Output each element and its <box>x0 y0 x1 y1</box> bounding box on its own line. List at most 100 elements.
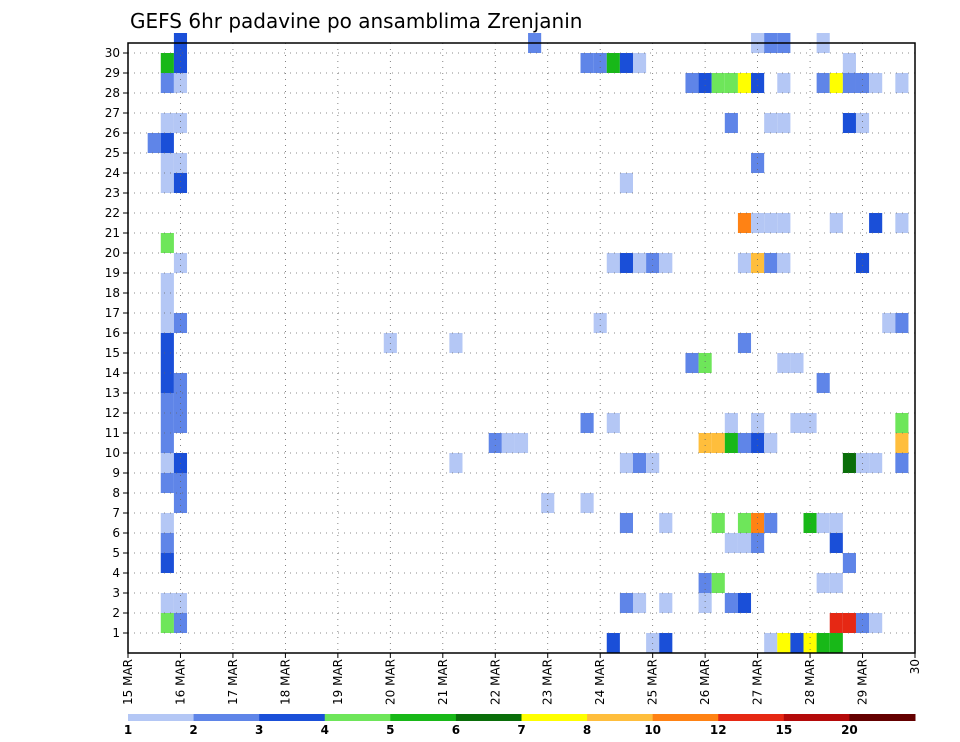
x-tick-label: 25 MAR <box>646 659 660 705</box>
heatmap-cell <box>147 133 161 153</box>
heatmap-cell <box>829 73 843 93</box>
heatmap-cell <box>659 633 673 653</box>
heatmap-cell <box>160 533 174 553</box>
heatmap-cell <box>816 373 830 393</box>
colorbar-label: 8 <box>583 723 591 737</box>
heatmap-cell <box>160 553 174 573</box>
x-tick-label: 15 MAR <box>121 659 135 705</box>
x-tick-label: 24 MAR <box>593 659 607 705</box>
heatmap-cell <box>764 113 778 133</box>
heatmap-cell <box>160 233 174 253</box>
heatmap-cell <box>777 213 791 233</box>
colorbar-swatch <box>259 714 326 721</box>
y-axis-ticks: 1234567891011121314151617181920212223242… <box>105 46 128 640</box>
x-tick-label: 21 MAR <box>436 659 450 705</box>
heatmap-cell <box>711 433 725 453</box>
colorbar-swatch <box>193 714 260 721</box>
heatmap-cell <box>173 113 188 133</box>
y-tick-label: 11 <box>105 426 120 440</box>
y-tick-label: 10 <box>105 446 120 460</box>
heatmap-cell <box>619 513 633 533</box>
y-tick-label: 7 <box>112 506 120 520</box>
heatmap-cell <box>764 633 778 653</box>
heatmap-cell <box>855 253 870 273</box>
heatmap-cell <box>606 633 620 653</box>
heatmap-cell <box>842 53 856 73</box>
colorbar-label: 3 <box>255 723 263 737</box>
heatmap-cell <box>737 333 752 353</box>
heatmap-cell <box>842 73 856 93</box>
y-tick-label: 16 <box>105 326 120 340</box>
heatmap-cell <box>619 253 633 273</box>
x-tick-label: 18 MAR <box>278 659 292 705</box>
colorbar-swatch <box>390 714 457 721</box>
y-tick-label: 24 <box>105 166 120 180</box>
heatmap-cell <box>160 113 174 133</box>
heatmap-cell <box>173 413 188 433</box>
x-tick-label: 26 MAR <box>698 659 712 705</box>
heatmap-cell <box>160 593 174 613</box>
heatmap-cell <box>160 153 174 173</box>
heatmap-cell <box>764 513 778 533</box>
heatmap-cell <box>580 493 594 513</box>
colorbar-swatch <box>718 714 785 721</box>
colorbar-swatch <box>587 714 654 721</box>
colorbar-label: 20 <box>841 723 858 737</box>
colorbar-label: 5 <box>386 723 394 737</box>
heatmap-cell <box>160 293 174 313</box>
heatmap-cell <box>580 53 594 73</box>
heatmap-cell <box>895 213 909 233</box>
heatmap-cell <box>173 493 188 513</box>
heatmap-cell <box>777 353 791 373</box>
y-tick-label: 8 <box>112 486 120 500</box>
heatmap-cell <box>173 253 188 273</box>
heatmap-cell <box>724 113 738 133</box>
heatmap-cell <box>816 73 830 93</box>
heatmap-cell <box>698 593 712 613</box>
heatmap-cell <box>751 533 765 553</box>
heatmap-cell <box>869 213 883 233</box>
heatmap-cell <box>829 633 843 653</box>
grid-lines <box>128 43 915 653</box>
heatmap-cell <box>842 453 856 473</box>
colorbar-label: 4 <box>321 723 329 737</box>
heatmap-cell <box>790 413 804 433</box>
heatmap-cells <box>147 33 909 653</box>
heatmap-cell <box>764 213 778 233</box>
heatmap-cell <box>842 553 856 573</box>
y-tick-label: 3 <box>112 586 120 600</box>
colorbar-label: 7 <box>517 723 525 737</box>
colorbar-label: 2 <box>189 723 197 737</box>
colorbar-label: 6 <box>452 723 460 737</box>
heatmap-cell <box>711 73 725 93</box>
heatmap-cell <box>160 413 174 433</box>
heatmap-cell <box>606 253 620 273</box>
heatmap-cell <box>606 53 620 73</box>
heatmap-cell <box>803 413 817 433</box>
x-tick-label: 16 MAR <box>173 659 187 705</box>
heatmap-cell <box>895 313 909 333</box>
y-tick-label: 22 <box>105 206 120 220</box>
y-tick-label: 23 <box>105 186 120 200</box>
heatmap-cell <box>593 53 607 73</box>
heatmap-cell <box>160 513 174 533</box>
heatmap-cell <box>751 433 765 453</box>
colorbar-swatch <box>324 714 391 721</box>
heatmap-cell <box>501 433 515 453</box>
y-tick-label: 29 <box>105 66 120 80</box>
heatmap-cell <box>855 113 870 133</box>
heatmap-cell <box>790 633 804 653</box>
chart-title: GEFS 6hr padavine po ansamblima Zrenjani… <box>130 9 582 33</box>
y-tick-label: 6 <box>112 526 120 540</box>
colorbar-swatch <box>521 714 588 721</box>
x-tick-label: 23 MAR <box>541 659 555 705</box>
colorbar-label: 10 <box>644 723 661 737</box>
heatmap-cell <box>737 213 752 233</box>
y-tick-label: 1 <box>112 626 120 640</box>
y-tick-label: 15 <box>105 346 120 360</box>
heatmap-cell <box>160 313 174 333</box>
heatmap-cell <box>816 633 830 653</box>
heatmap-cell <box>737 533 752 553</box>
y-tick-label: 2 <box>112 606 120 620</box>
x-tick-label: 19 MAR <box>331 659 345 705</box>
